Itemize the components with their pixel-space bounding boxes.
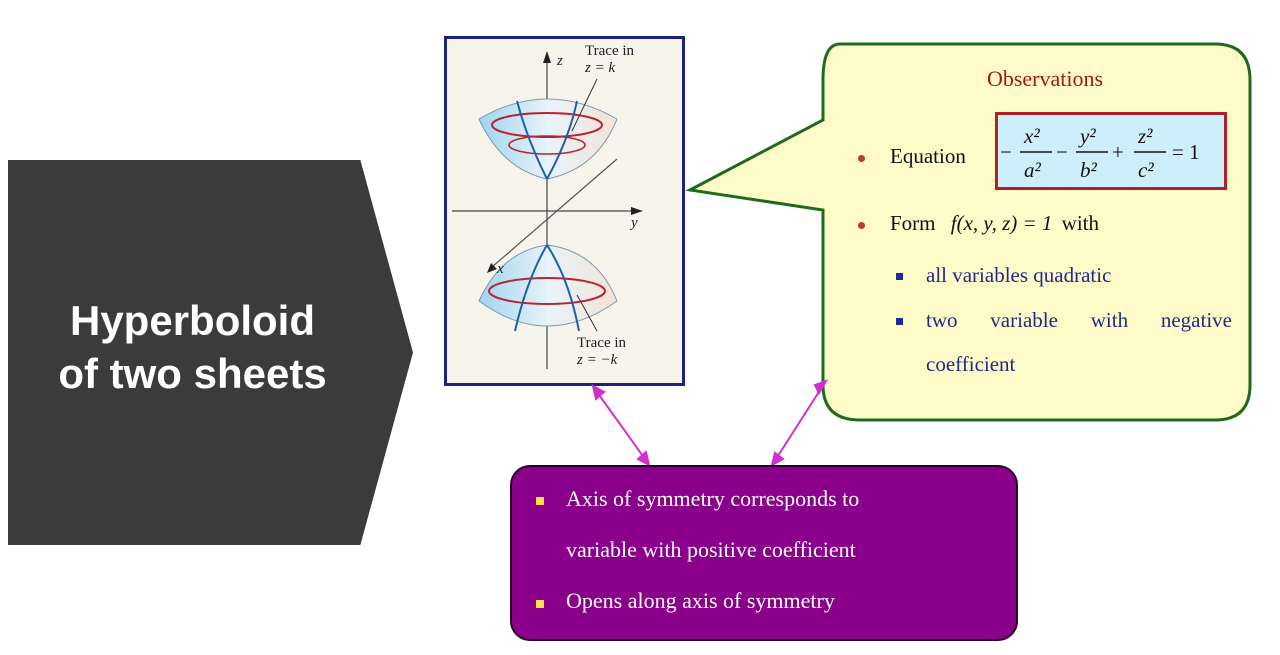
main-title-line2: of two sheets [58,349,327,397]
form-line: Form f(x, y, z) = 1 with [890,211,1099,236]
main-title: Hyperboloid of two sheets [20,295,365,400]
form-bullet [858,222,865,229]
title-arrow-shape [8,160,413,545]
y-axis-arrowhead [631,207,643,215]
y-axis-label: y [631,215,638,231]
connector-right-head-top [813,379,829,396]
form-with: with [1061,211,1100,235]
connector-left-line [596,391,646,460]
z-axis-arrowhead [543,51,551,63]
eq-term3-num: z² [1137,124,1153,148]
symmetry-line3: Opens along axis of symmetry [566,588,835,613]
connector-left-head-bottom [636,450,651,467]
sub-bullet-1 [896,273,903,280]
eq-term1-den: a² [1024,158,1042,182]
equation-box: − x² a² − y² b² + z² c² = 1 [995,112,1227,190]
x-axis-line [491,158,618,268]
sub-item-negative: two variable with negative [926,308,1232,332]
eq-term1-num: x² [1023,124,1040,148]
eq-op2: + [1112,140,1124,164]
eq-term3-den: c² [1138,158,1154,182]
connector-left-head-top [591,384,606,401]
main-title-line1: Hyperboloid [69,297,315,344]
connector-right-head-bottom [770,451,785,467]
top-trace-ellipse-inner [508,135,586,155]
top-sheet-curve-b [546,100,578,180]
symmetry-bullet-2 [536,600,544,608]
connector-right-line [775,386,823,460]
x-axis-label: x [497,261,504,277]
top-trace-ellipse [491,112,603,138]
eq-lead-minus: − [1000,140,1012,164]
sub-bullet-2 [896,318,903,325]
top-sheet-curve-a [516,100,548,180]
bottom-trace-pointer [576,294,598,332]
top-trace-label: Trace in z = k [585,43,635,76]
bottom-trace-label: Trace in z = −k [577,335,627,368]
symmetry-line2: variable with positive coefficient [566,537,856,562]
hyperboloid-figure: z y x Trace in z = k Trace in z = −k [444,36,685,386]
bottom-sheet-curve-b [546,244,580,332]
z-axis-label: z [557,53,563,69]
eq-term2-num: y² [1078,124,1096,148]
form-expression: f(x, y, z) = 1 [950,211,1053,235]
symmetry-line1: Axis of symmetry corresponds to [566,486,860,511]
observations-heading: Observations [986,66,1104,91]
x-axis-arrowhead [487,263,497,273]
sub-item-quadratic: all variables quadratic [926,263,1112,287]
bottom-trace-ellipse [488,277,606,305]
top-trace-pointer [571,78,598,132]
sub-item-coefficient: coefficient [926,352,1016,376]
symmetry-bullet-1 [536,497,544,505]
top-sheet [478,98,618,180]
eq-term2-den: b² [1080,158,1098,182]
equation-bullet [858,155,865,162]
eq-rhs: = 1 [1172,140,1200,164]
form-label: Form [890,211,936,235]
equation-label: Equation [890,144,966,168]
symmetry-box: Axis of symmetry corresponds to variable… [510,465,1018,641]
hyperboloid-illustration [452,51,643,369]
eq-op1: − [1056,140,1068,164]
bottom-sheet-curve-a [514,244,548,332]
equation-formula: − x² a² − y² b² + z² c² = 1 [1000,124,1200,182]
